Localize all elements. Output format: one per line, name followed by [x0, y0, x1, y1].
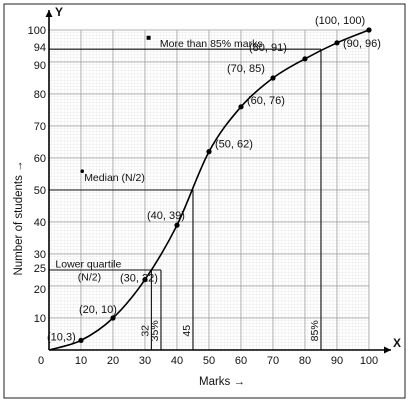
data-point [270, 75, 276, 81]
x-tick-label: 10 [75, 355, 87, 367]
point-label: (80, 91) [249, 42, 287, 54]
annotation-text: Median (N/2) [84, 172, 145, 184]
vertical-label: 32 [139, 325, 151, 337]
vertical-label: 85% [309, 320, 321, 341]
y-tick-label: 60 [34, 153, 46, 165]
labels: X Y 0 10 20 30 40 50 60 70 80 90 100 10 20 25 30 40 50 60 70… [13, 5, 401, 388]
y-tick-label: 100 [28, 25, 46, 37]
x-axis-title: Marks → [199, 376, 245, 388]
annotation-marker [80, 169, 84, 173]
y-tick-label: 30 [34, 249, 46, 261]
data-point [302, 56, 308, 62]
point-label: (40, 39) [147, 210, 185, 222]
point-label: (30, 22) [120, 273, 158, 285]
y-tick-label: 20 [34, 284, 46, 296]
x-tick-label: 70 [267, 355, 279, 367]
axes [45, 10, 391, 354]
y-tick-label: 40 [34, 217, 46, 229]
vertical-label: 35% [149, 320, 161, 341]
y-axis-arrow-icon [45, 10, 53, 17]
origin-label: 0 [38, 355, 44, 367]
x-tick-label: 40 [171, 355, 183, 367]
point-label: (60, 76) [247, 95, 285, 107]
x-tick-label: 20 [107, 355, 119, 367]
point-label: (70, 85) [227, 63, 265, 75]
data-point [174, 222, 180, 228]
point-label: (50, 62) [215, 139, 253, 151]
x-tick-label: 30 [139, 355, 151, 367]
x-tick-label: 90 [331, 355, 343, 367]
reference-lines [49, 48, 322, 350]
data-point [334, 40, 340, 46]
point-label: (90, 96) [343, 38, 381, 50]
data-point [78, 337, 84, 343]
x-tick-label: 50 [203, 355, 215, 367]
annotation-text: More than 85% marks [160, 38, 263, 50]
annotation-text: Lower quartile [55, 259, 121, 271]
vertical-label: 45 [181, 325, 193, 337]
annotation-text: (N/2) [78, 272, 101, 284]
point-label: (10,3) [47, 331, 76, 343]
x-axis-letter: X [393, 336, 401, 350]
x-tick-label: 80 [299, 355, 311, 367]
y-tick-label: 90 [34, 60, 46, 72]
graph-frame [3, 3, 406, 399]
y-axis-letter: Y [55, 5, 63, 19]
annotation-marker [146, 35, 151, 40]
data-point [366, 27, 372, 33]
point-label: (20, 10) [79, 304, 117, 316]
x-tick-label: 60 [235, 355, 247, 367]
data-point [142, 277, 148, 283]
data-point [110, 315, 116, 321]
x-axis-arrow-icon [384, 346, 391, 354]
y-tick-label: 94 [34, 42, 46, 54]
data-point [238, 104, 244, 110]
y-tick-label: 80 [34, 89, 46, 101]
ogive-curve [48, 27, 372, 351]
y-tick-label: 10 [34, 313, 46, 325]
y-tick-label: 25 [34, 263, 46, 275]
y-tick-label: 70 [34, 121, 46, 133]
x-tick-label: 100 [360, 355, 378, 367]
point-label: (100, 100) [315, 15, 365, 27]
y-tick-label: 50 [34, 185, 46, 197]
data-point [206, 149, 212, 155]
y-axis-title: Number of students → [13, 160, 25, 275]
